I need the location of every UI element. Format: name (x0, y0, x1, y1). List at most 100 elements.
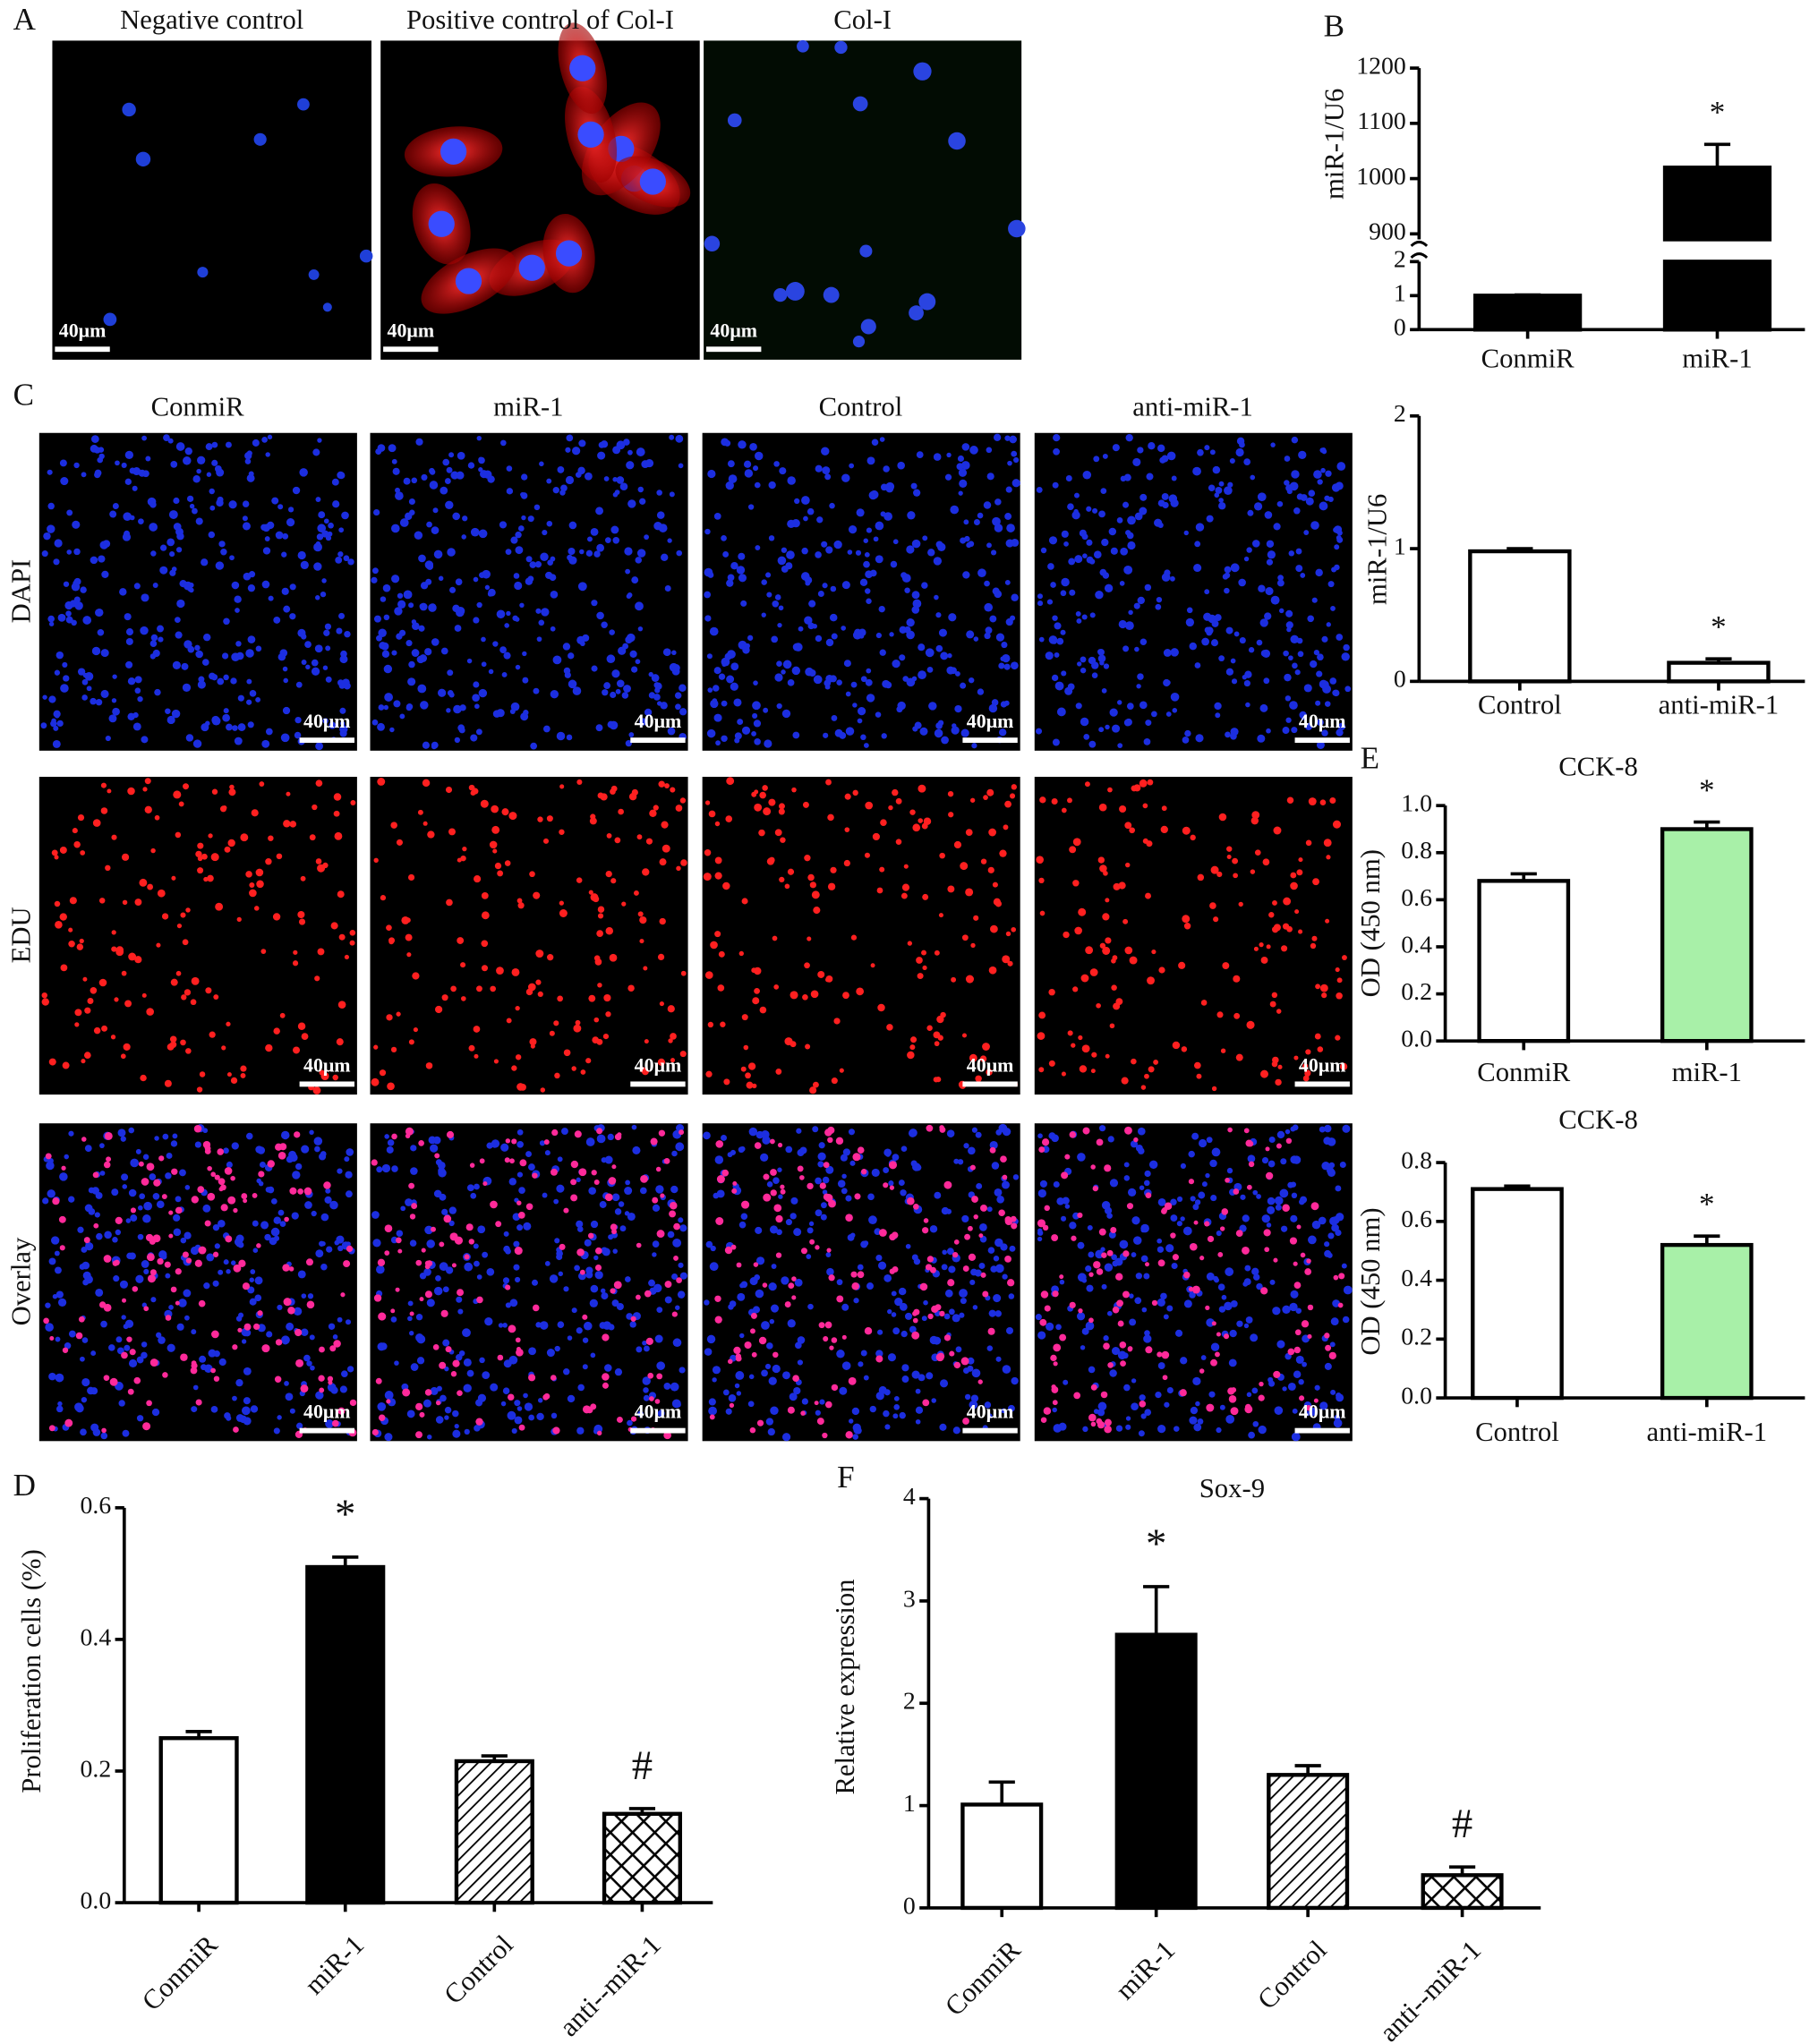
cell (599, 1201, 607, 1208)
cell (376, 1265, 385, 1274)
cell (48, 1425, 55, 1432)
cell (823, 286, 840, 303)
cell (656, 511, 665, 519)
cell (769, 1138, 775, 1145)
cell (613, 1281, 622, 1290)
cell (542, 725, 551, 733)
cell (787, 1406, 795, 1414)
cell (1067, 503, 1074, 511)
cell (675, 805, 683, 812)
cell (232, 725, 238, 731)
cell (303, 1187, 312, 1196)
cell (1004, 435, 1011, 441)
cell (614, 1133, 622, 1141)
cell (1290, 634, 1299, 644)
cell (576, 1220, 584, 1228)
cell (770, 1169, 777, 1176)
cell (1324, 1333, 1330, 1339)
cell (115, 946, 124, 954)
cell (712, 1366, 721, 1375)
cell (475, 1399, 483, 1407)
cell (824, 473, 832, 481)
cell (1190, 1406, 1199, 1415)
cell (1088, 1251, 1095, 1258)
cell (183, 1289, 192, 1298)
cell (204, 1220, 211, 1227)
cell (1191, 1132, 1199, 1140)
cell (143, 1306, 149, 1312)
cell (182, 1251, 189, 1258)
cell (1129, 1318, 1137, 1326)
cell (571, 447, 581, 456)
cell (652, 1197, 659, 1204)
image-title: Negative control (120, 4, 303, 35)
cell (1119, 1239, 1129, 1249)
cell (1004, 1216, 1011, 1223)
nucleus (555, 240, 583, 267)
cell (1324, 1124, 1332, 1133)
cell (291, 1212, 299, 1220)
cell (1290, 881, 1298, 890)
cell (610, 878, 617, 884)
cell (841, 1361, 851, 1370)
cell (636, 1346, 643, 1353)
x-tick-label: Control (438, 1929, 518, 2010)
cell (514, 581, 523, 591)
cell (293, 1307, 303, 1316)
cell (900, 1189, 907, 1197)
cell (533, 687, 540, 694)
cell (149, 1358, 158, 1367)
cell (83, 1052, 91, 1060)
cell (175, 970, 182, 976)
cell (62, 1347, 69, 1353)
cell (1329, 797, 1336, 805)
cell (287, 507, 294, 513)
cell (482, 1251, 489, 1258)
cell (1011, 593, 1019, 601)
cell (963, 1143, 969, 1149)
cell (828, 1199, 836, 1208)
cell (218, 1269, 224, 1275)
cell (1218, 813, 1227, 822)
cell (324, 623, 332, 630)
cell (859, 578, 868, 587)
cell (127, 1388, 134, 1395)
cell (892, 788, 899, 796)
cell (1286, 796, 1294, 804)
cell (1268, 1136, 1276, 1144)
cell (1176, 1196, 1183, 1202)
cell (747, 1401, 755, 1408)
cell (1325, 1344, 1332, 1351)
cell (781, 1276, 790, 1285)
cell (970, 942, 976, 948)
cell (1143, 1334, 1152, 1343)
cell (249, 1298, 257, 1306)
cell (1291, 727, 1298, 734)
cell (1122, 645, 1130, 652)
cell (927, 1313, 934, 1320)
cell (1221, 1294, 1227, 1300)
cell (289, 613, 296, 620)
cell (496, 967, 504, 975)
cell (802, 801, 809, 808)
cell (473, 617, 480, 624)
cell (1285, 484, 1293, 492)
cell (723, 1078, 730, 1086)
cell (381, 650, 390, 659)
cell (248, 471, 254, 477)
cell (798, 626, 804, 632)
cell (277, 1209, 285, 1216)
cell (1298, 929, 1303, 934)
cell (1261, 1156, 1269, 1164)
cell (727, 113, 742, 128)
cell (1038, 1146, 1046, 1154)
cell (383, 704, 389, 711)
cell (670, 1058, 676, 1063)
cell (753, 465, 759, 472)
cell (1093, 1261, 1101, 1269)
cell (1313, 649, 1320, 656)
cell (1134, 512, 1143, 521)
cell (190, 1367, 198, 1375)
cell (836, 1350, 845, 1358)
cell (802, 993, 808, 1001)
